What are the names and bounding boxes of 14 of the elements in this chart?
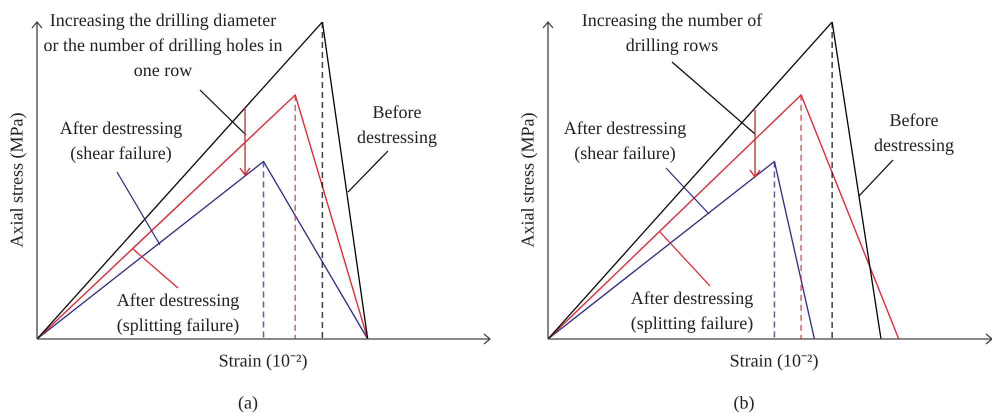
annotation: After destressing (splitting failure) xyxy=(116,289,240,337)
y-axis-title: Axial stress (MPa) xyxy=(518,112,538,248)
text: (b) xyxy=(734,392,754,413)
annotation: Before destressing xyxy=(356,101,438,149)
text: (a) xyxy=(238,392,258,413)
annotation: After destressing (splitting failure) xyxy=(630,287,754,335)
annotation: After destressing (shear failure) xyxy=(562,117,688,165)
annotation: After destressing (shear failure) xyxy=(58,117,184,165)
annotation: Before destressing xyxy=(873,109,955,157)
x-axis-title: Strain (10⁻²) xyxy=(218,350,308,371)
x-axis-title: Strain (10⁻²) xyxy=(730,350,818,371)
y-axis-title: Axial stress (MPa) xyxy=(6,112,27,248)
annotation: Increasing the number of drilling rows xyxy=(580,9,764,57)
annotation: Increasing the drilling diameter or the number of drilling holes in one row xyxy=(43,9,283,82)
